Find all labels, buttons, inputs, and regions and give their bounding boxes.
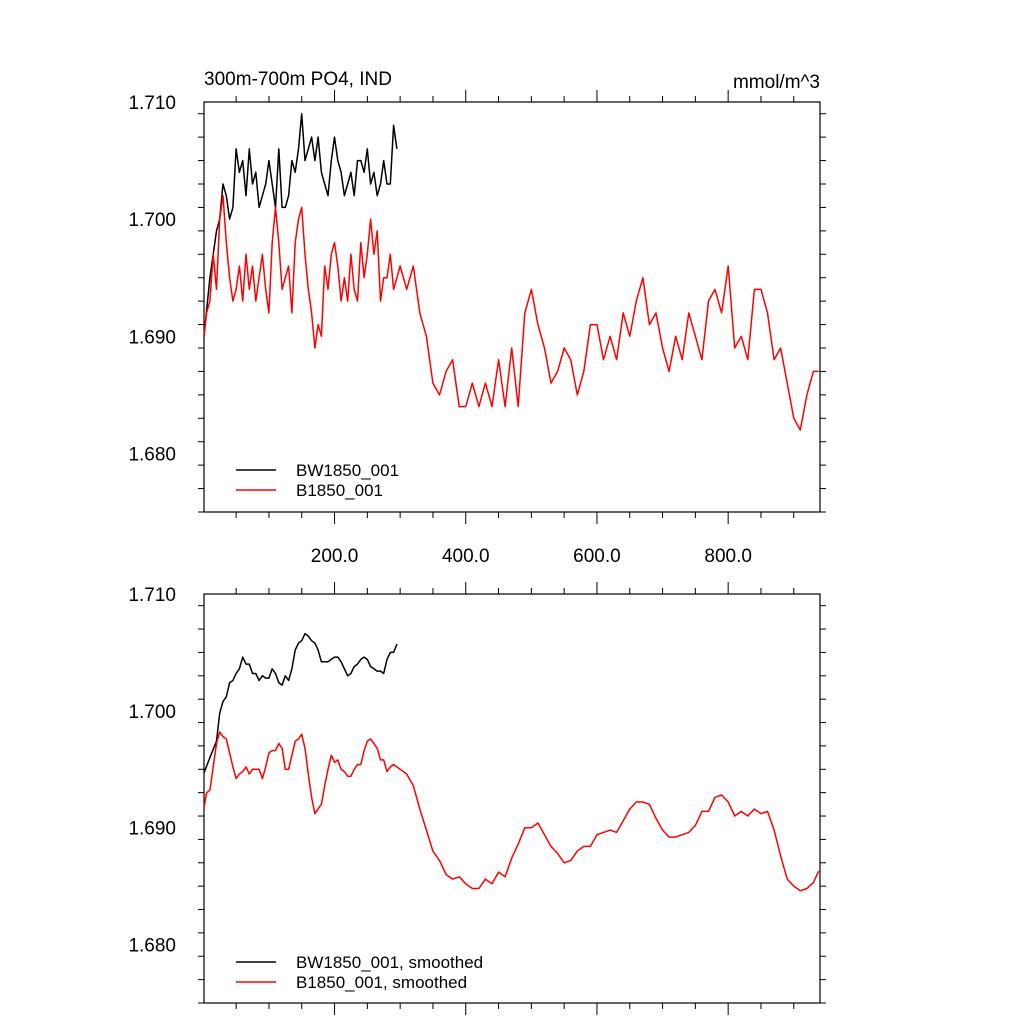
plot-frame: [203, 101, 821, 513]
plot-frame: [203, 593, 821, 1004]
top-panel: 300m-700m PO4, IND mmol/m^3 1.680 1.690 1.…: [128, 69, 826, 567]
series-line: [203, 632, 398, 774]
y-tick-label: 1.700: [128, 210, 176, 231]
legend-label: BW1850_001: [296, 461, 399, 480]
y-tick-label: 1.680: [128, 936, 176, 957]
chart-title: 300m-700m PO4, IND: [204, 69, 392, 90]
legend-label: B1850_001: [296, 481, 383, 500]
y-tick-label: 1.690: [128, 819, 176, 840]
y-tick-label: 1.710: [128, 93, 176, 114]
x-tick-label: 600.0: [573, 546, 621, 567]
x-tick-label: 200.0: [311, 546, 359, 567]
bottom-panel: 1.680 1.690 1.700 1.710 BW1850_001, smoothed…: [128, 582, 826, 1015]
y-tick-label: 1.680: [128, 444, 176, 465]
y-tick-label: 1.700: [128, 702, 176, 723]
legend-label: BW1850_001, smoothed: [296, 953, 483, 972]
units-label: mmol/m^3: [733, 72, 820, 93]
legend-label: B1850_001, smoothed: [296, 973, 467, 992]
series-line: [203, 194, 819, 431]
series-line: [203, 731, 820, 892]
y-tick-label: 1.690: [128, 327, 176, 348]
y-tick-label: 1.710: [128, 585, 176, 606]
x-tick-label: 800.0: [704, 546, 752, 567]
x-tick-label: 400.0: [442, 546, 490, 567]
series-line: [203, 112, 398, 337]
